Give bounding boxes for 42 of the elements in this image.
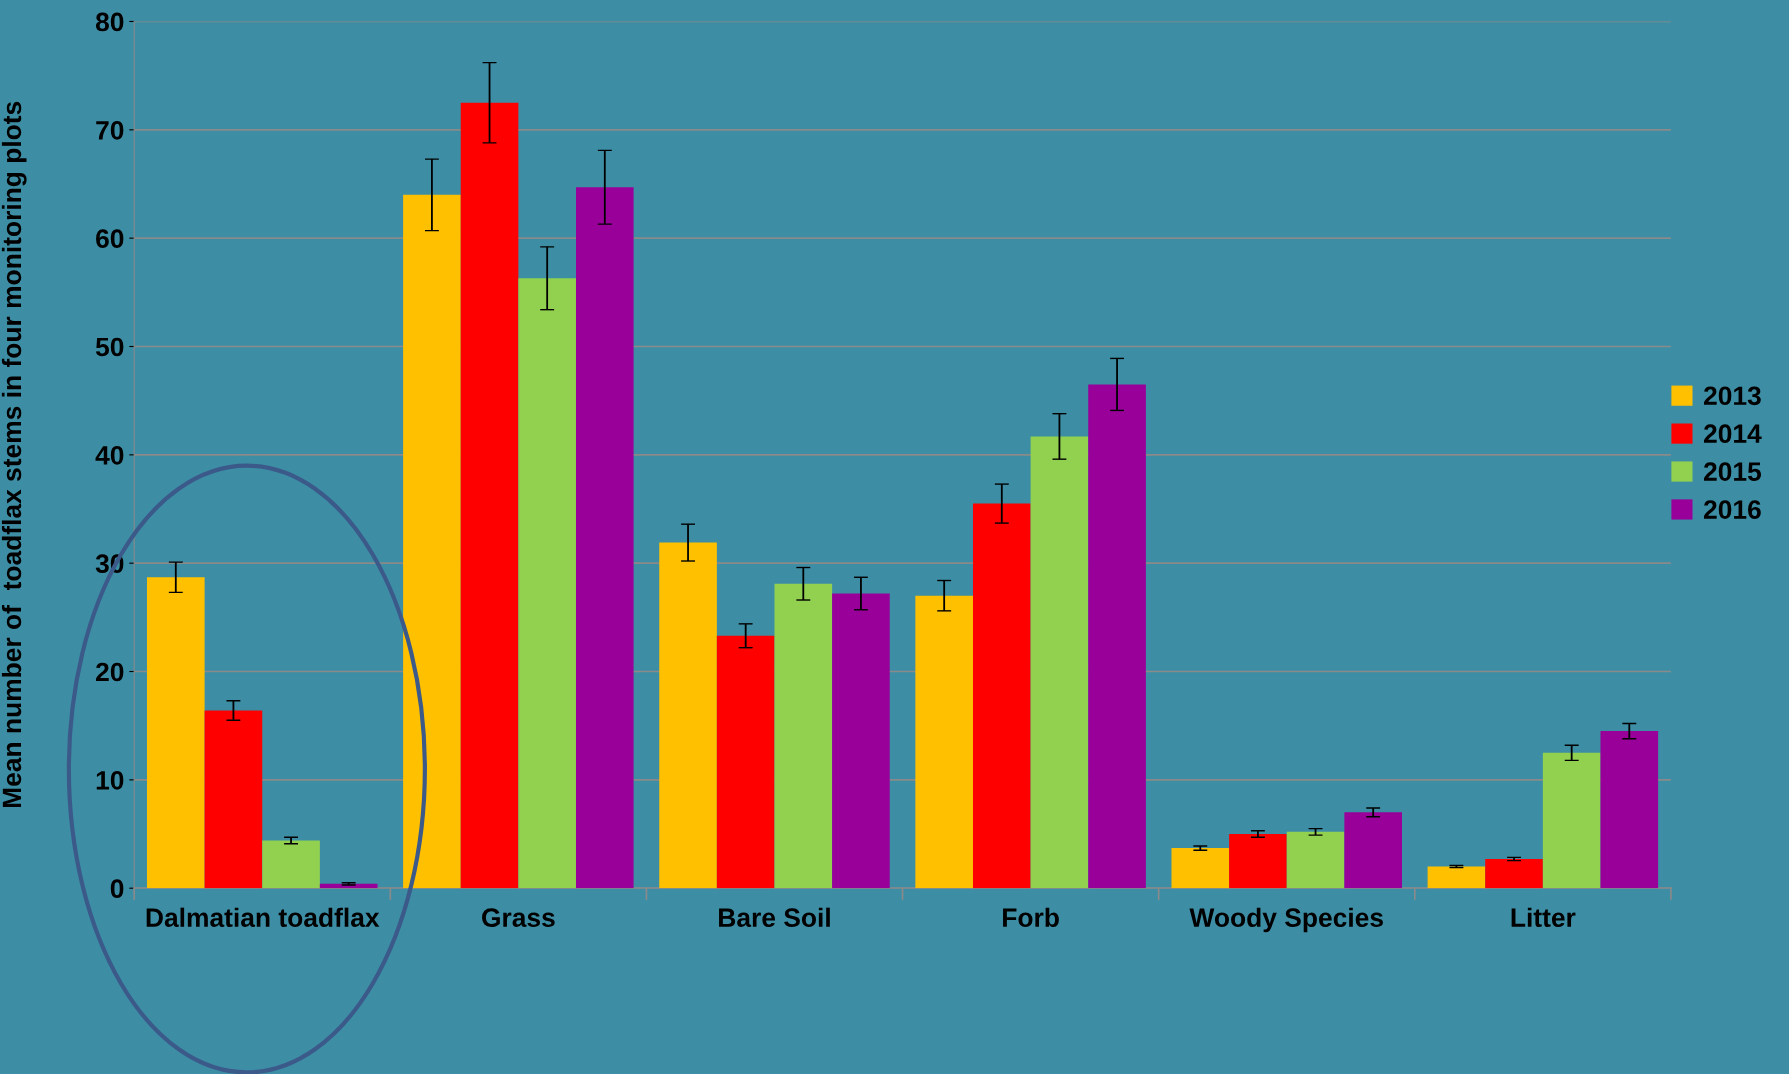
x-tick-label: Litter <box>1511 907 1576 928</box>
x-tick-label: Woody Species <box>1189 907 1383 933</box>
y-tick-label: 0 <box>110 879 124 899</box>
bar <box>1542 752 1601 889</box>
bar <box>204 710 263 889</box>
bar <box>403 194 461 889</box>
legend-label: 2014 <box>1703 424 1762 444</box>
bar <box>1229 834 1287 889</box>
bar <box>1088 384 1146 889</box>
y-tick-label: 10 <box>96 770 124 790</box>
y-tick-label: 70 <box>96 120 124 140</box>
x-tick-label: Bare Soil <box>719 907 830 928</box>
bar <box>1427 866 1486 889</box>
bar <box>575 187 634 889</box>
bar <box>146 577 205 889</box>
bar <box>262 840 320 889</box>
y-axis-title: Mean number of toadflax stems in four monitoring plots <box>1 101 27 808</box>
bar <box>716 635 775 889</box>
bar <box>1286 831 1345 889</box>
x-tick-label: Dalmatian toadflax <box>146 907 380 928</box>
bar <box>518 278 576 889</box>
bar <box>972 503 1031 889</box>
bar <box>1485 858 1543 889</box>
y-tick-label: 40 <box>95 445 124 465</box>
bar <box>832 593 890 889</box>
bar <box>659 542 717 889</box>
bar <box>1171 848 1230 889</box>
y-tick-label: 50 <box>95 337 124 357</box>
legend-label: 2015 <box>1703 462 1762 481</box>
bar <box>460 102 519 889</box>
bar <box>915 595 973 889</box>
legend-label: 2016 <box>1703 500 1761 519</box>
bar <box>1030 436 1089 889</box>
bar <box>774 583 833 889</box>
legend-label: 2013 <box>1703 386 1761 406</box>
x-tick-label: Forb <box>1003 907 1059 928</box>
bar <box>1600 731 1659 889</box>
x-tick-label: Grass <box>482 908 555 928</box>
bar <box>1344 812 1402 889</box>
y-tick-label: 80 <box>95 12 124 32</box>
y-tick-label: 20 <box>96 662 124 682</box>
y-tick-label: 60 <box>96 229 124 248</box>
